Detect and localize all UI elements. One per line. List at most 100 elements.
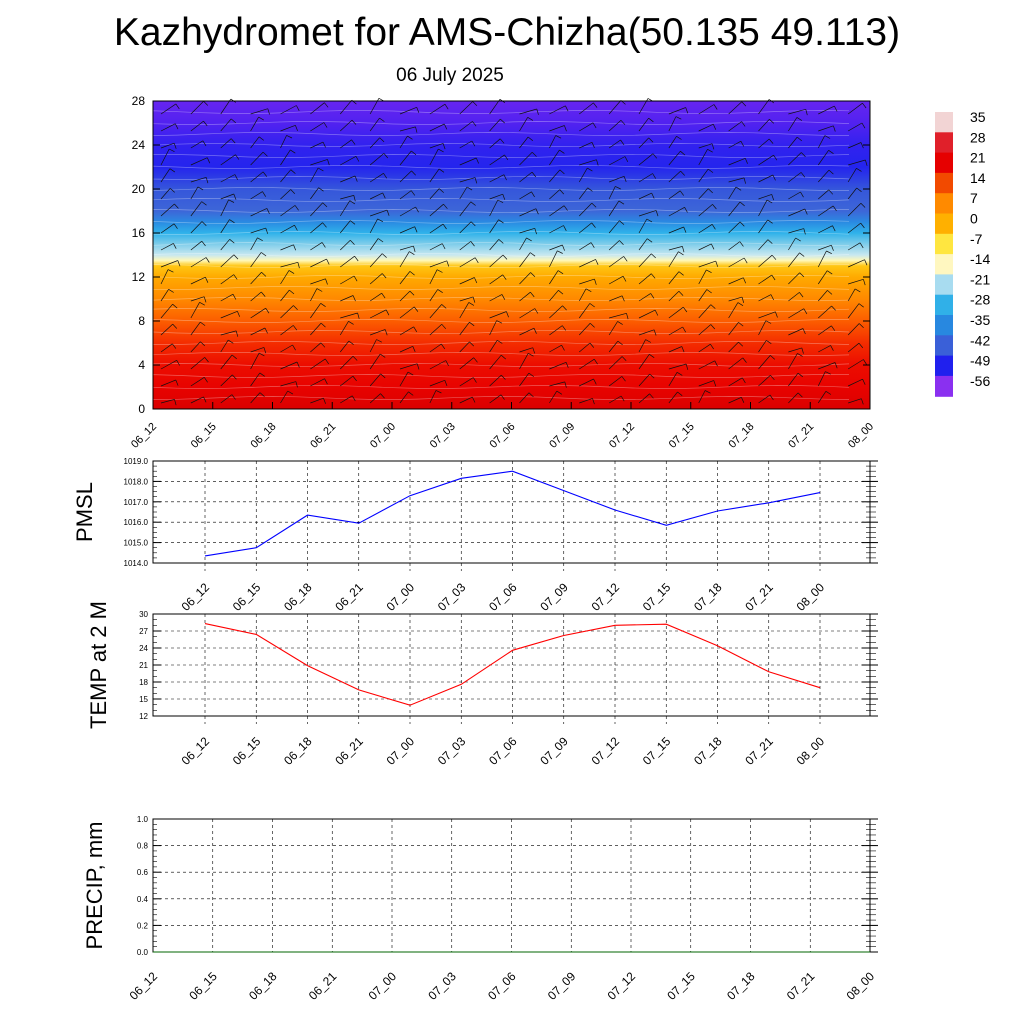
wind-barb-feather (410, 190, 416, 196)
y-tick-label: 16 (132, 226, 146, 240)
wind-barb (190, 276, 206, 285)
wind-barb (429, 343, 442, 353)
wind-barb-feather (795, 237, 801, 242)
wind-barb (608, 139, 621, 149)
wind-barb (818, 305, 832, 319)
wind-barb-feather (646, 218, 653, 223)
wind-barb-feather (257, 237, 263, 242)
isotherm-line (152, 242, 850, 246)
wind-barb (459, 302, 470, 319)
wind-barb-feather (743, 177, 746, 184)
wind-barb (250, 307, 266, 319)
wind-barb (429, 289, 438, 302)
wind-barb-feather (741, 397, 745, 403)
wind-barb-feather (682, 326, 687, 333)
wind-barb-feather (826, 250, 832, 255)
wind-barb (190, 296, 205, 302)
isotherm-line (152, 297, 850, 301)
wind-barb (399, 371, 409, 387)
wind-barb (728, 186, 737, 200)
wind-barb-feather (229, 239, 235, 244)
wind-barb (190, 341, 201, 353)
wind-barb-feather (714, 360, 718, 367)
wind-barb (250, 136, 260, 149)
wind-barb-feather (289, 289, 295, 295)
wind-barb-feather (351, 139, 356, 145)
colorbar-cell (935, 213, 953, 235)
wind-barb-feather (562, 244, 565, 251)
wind-barb-feather (591, 142, 595, 148)
wind-barb-feather (474, 177, 478, 184)
wind-barb (758, 340, 767, 353)
wind-barb-feather (685, 107, 689, 114)
wind-barb-feather (353, 195, 356, 202)
wind-barb-feather (797, 392, 803, 398)
wind-barb (817, 169, 830, 183)
wind-barb (160, 168, 171, 183)
wind-barb-feather (862, 102, 867, 109)
wind-barb (310, 258, 327, 268)
wind-barb-feather (801, 152, 806, 158)
x-tick-label: 07_03 (425, 969, 459, 1003)
wind-barb-feather (384, 329, 388, 336)
wind-barb-feather (711, 224, 716, 230)
wind-barb (489, 274, 503, 285)
wind-barb (519, 272, 531, 285)
wind-barb (310, 187, 319, 200)
wind-barb (369, 393, 381, 404)
wind-barb-feather (177, 260, 181, 267)
wind-barb-feather (741, 121, 746, 127)
wind-barb-feather (767, 239, 773, 244)
wind-barb (399, 271, 411, 285)
wind-barb-feather (649, 373, 655, 379)
wind-barb (728, 101, 743, 115)
wind-barb-feather (773, 155, 778, 161)
wind-barb-feather (200, 321, 206, 326)
wind-barb-feather (234, 174, 239, 180)
wind-barb (340, 195, 354, 200)
wind-barb-feather (648, 117, 654, 123)
wind-barb (519, 136, 529, 149)
wind-barb (429, 148, 439, 166)
wind-barb (608, 321, 618, 336)
y-tick-label: 1018.0 (124, 477, 149, 486)
wind-barb (399, 226, 415, 234)
wind-barb (668, 372, 678, 387)
wind-barb (160, 123, 176, 132)
wind-barb (519, 327, 535, 336)
wind-barb (788, 353, 798, 370)
wind-barb-feather (557, 250, 563, 254)
wind-barb (369, 192, 383, 200)
wind-barb-feather (320, 322, 326, 328)
wind-barb-feather (532, 347, 536, 354)
wind-barb (578, 187, 588, 200)
wind-barb (220, 174, 236, 183)
wind-barb-feather (534, 228, 537, 235)
wind-barb-feather (831, 245, 834, 251)
wind-barb (579, 342, 591, 353)
wind-barb-feather (259, 372, 265, 377)
wind-barb (310, 397, 324, 404)
wind-barb-feather (741, 101, 747, 107)
wind-barb (429, 304, 442, 319)
wind-barb-feather (527, 116, 534, 121)
wind-barb (190, 302, 200, 319)
wind-barb-feather (587, 167, 593, 172)
wind-barb-feather (856, 168, 862, 172)
wind-barb-feather (416, 107, 420, 113)
wind-barb-feather (743, 257, 748, 264)
x-tick-label: 07_21 (742, 580, 776, 614)
wind-barb-feather (174, 123, 179, 130)
wind-barb (250, 237, 258, 251)
wind-barb (459, 277, 475, 285)
x-tick-label: 06_21 (332, 734, 366, 768)
wind-barb (160, 359, 177, 370)
wind-barb-feather (739, 241, 744, 247)
isotherm-line (152, 165, 850, 169)
colorbar-cell (935, 375, 953, 397)
wind-barb (369, 353, 381, 370)
wind-barb (758, 375, 771, 387)
isotherm-line (152, 275, 850, 279)
wind-barb-feather (858, 342, 864, 349)
